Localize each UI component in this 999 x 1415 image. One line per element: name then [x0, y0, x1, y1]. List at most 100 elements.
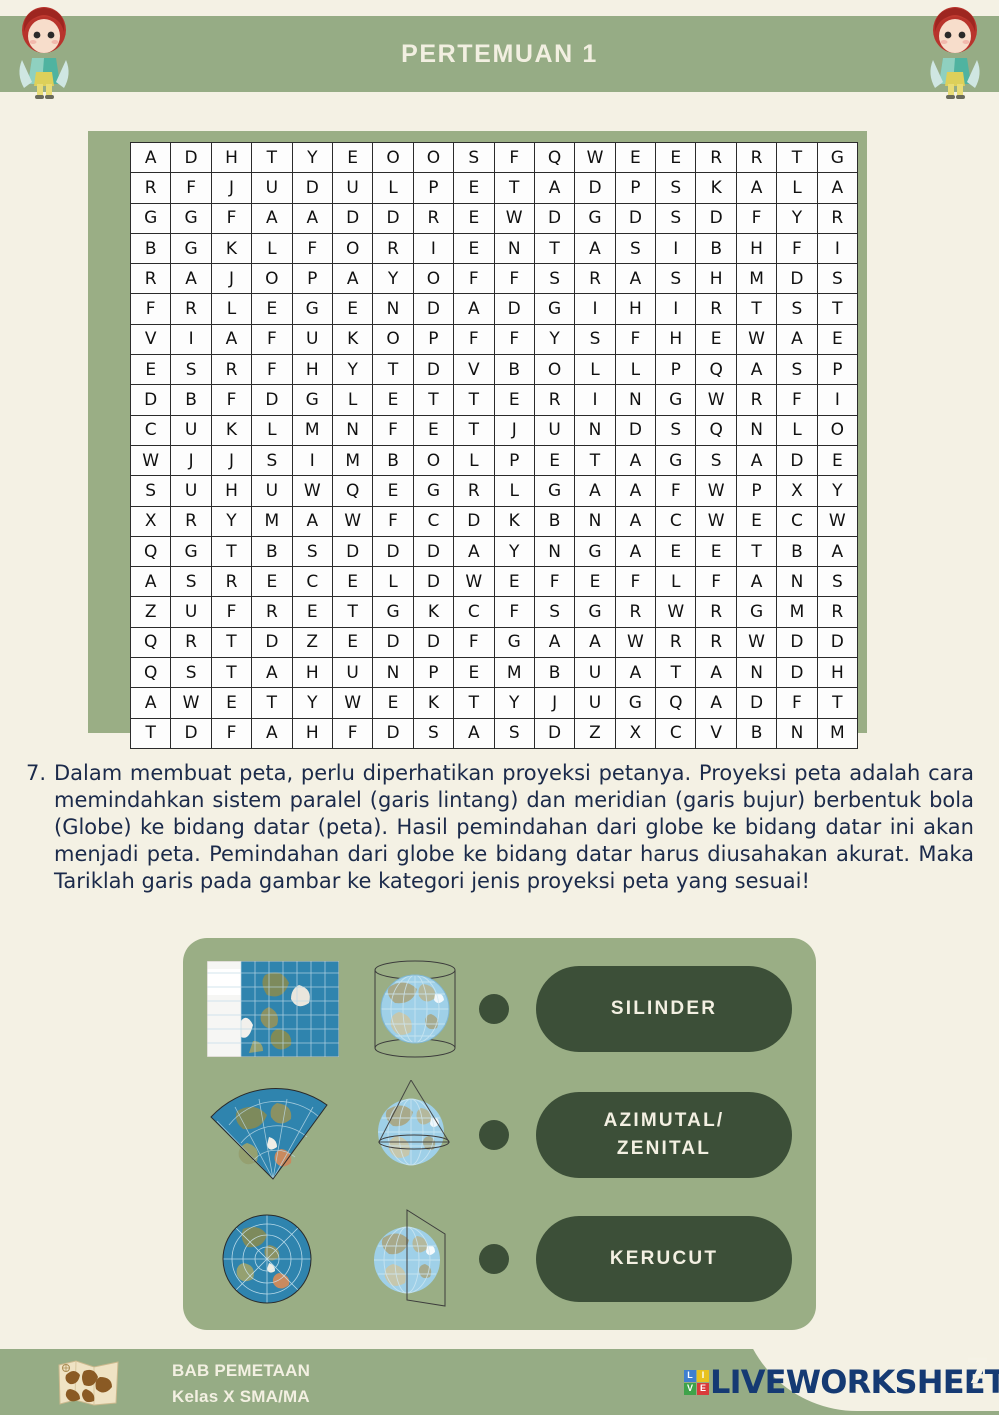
wordsearch-cell[interactable]: E [210, 687, 253, 719]
wordsearch-cell[interactable]: R [412, 202, 455, 234]
wordsearch-cell[interactable]: A [614, 505, 657, 537]
wordsearch-cell[interactable]: R [170, 626, 212, 659]
wordsearch-cell[interactable]: P [493, 444, 535, 477]
wordsearch-cell[interactable]: D [372, 535, 414, 568]
wordsearch-cell[interactable]: D [129, 384, 172, 416]
wordsearch-cell[interactable]: O [331, 232, 374, 265]
wordsearch-cell[interactable]: T [816, 293, 859, 325]
connector-dot-azimutal[interactable] [479, 1120, 509, 1150]
wordsearch-cell[interactable]: D [372, 202, 414, 234]
wordsearch-cell[interactable]: E [655, 535, 697, 568]
wordsearch-cell[interactable]: B [129, 232, 172, 265]
wordsearch-cell[interactable]: D [735, 687, 778, 719]
wordsearch-cell[interactable]: I [655, 232, 697, 265]
wordsearch-cell[interactable]: J [533, 687, 576, 719]
wordsearch-cell[interactable]: D [614, 414, 657, 446]
wordsearch-cell[interactable]: W [453, 566, 495, 598]
wordsearch-cell[interactable]: B [735, 717, 778, 749]
wordsearch-cell[interactable]: A [251, 717, 293, 749]
connector-dot-kerucut[interactable] [479, 1244, 509, 1274]
wordsearch-cell[interactable]: U [170, 414, 212, 446]
wordsearch-cell[interactable]: N [574, 414, 616, 446]
wordsearch-cell[interactable]: C [776, 505, 818, 537]
wordsearch-cell[interactable]: F [655, 475, 697, 507]
wordsearch-cell[interactable]: F [493, 323, 535, 356]
wordsearch-cell[interactable]: A [251, 657, 293, 689]
wordsearch-cell[interactable]: F [129, 293, 172, 325]
wordsearch-cell[interactable]: H [291, 657, 333, 689]
wordsearch-cell[interactable]: D [453, 505, 495, 537]
wordsearch-cell[interactable]: G [574, 535, 616, 568]
wordsearch-cell[interactable]: A [291, 505, 333, 537]
wordsearch-cell[interactable]: Y [533, 323, 576, 356]
wordsearch-cell[interactable]: W [129, 444, 172, 477]
wordsearch-cell[interactable]: F [453, 323, 495, 356]
wordsearch-cell[interactable]: Z [129, 596, 172, 628]
wordsearch-cell[interactable]: A [735, 444, 778, 477]
wordsearch-cell[interactable]: L [614, 354, 657, 386]
wordsearch-cell[interactable]: X [776, 475, 818, 507]
wordsearch-cell[interactable]: Y [210, 505, 253, 537]
wordsearch-cell[interactable]: N [372, 657, 414, 689]
wordsearch-cell[interactable]: H [291, 354, 333, 386]
wordsearch-cell[interactable]: L [251, 414, 293, 446]
wordsearch-cell[interactable]: B [493, 354, 535, 386]
wordsearch-cell[interactable]: B [372, 444, 414, 477]
wordsearch-cell[interactable]: D [170, 141, 212, 174]
wordsearch-cell[interactable]: G [372, 596, 414, 628]
wordsearch-cell[interactable]: E [816, 323, 859, 356]
wordsearch-cell[interactable]: E [614, 141, 657, 174]
wordsearch-cell[interactable]: F [614, 323, 657, 356]
wordsearch-cell[interactable]: A [735, 354, 778, 386]
wordsearch-cell[interactable]: W [170, 687, 212, 719]
wordsearch-cell[interactable]: I [574, 384, 616, 416]
wordsearch-cell[interactable]: S [655, 263, 697, 295]
wordsearch-cell[interactable]: M [251, 505, 293, 537]
wordsearch-cell[interactable]: R [453, 475, 495, 507]
wordsearch-cell[interactable]: R [210, 354, 253, 386]
wordsearch-cell[interactable]: Y [331, 354, 374, 386]
wordsearch-cell[interactable]: K [210, 414, 253, 446]
wordsearch-cell[interactable]: A [210, 323, 253, 356]
wordsearch-cell[interactable]: V [453, 354, 495, 386]
wordsearch-cell[interactable]: I [291, 444, 333, 477]
wordsearch-cell[interactable]: B [533, 657, 576, 689]
wordsearch-cell[interactable]: I [816, 384, 859, 416]
wordsearch-cell[interactable]: S [655, 202, 697, 234]
wordsearch-cell[interactable]: M [816, 717, 859, 749]
wordsearch-cell[interactable]: O [412, 444, 455, 477]
wordsearch-cell[interactable]: R [210, 566, 253, 598]
wordsearch-cell[interactable]: E [331, 141, 374, 174]
wordsearch-cell[interactable]: S [453, 141, 495, 174]
wordsearch-cell[interactable]: A [533, 626, 576, 659]
wordsearch-cell[interactable]: T [533, 232, 576, 265]
wordsearch-cell[interactable]: E [291, 596, 333, 628]
wordsearch-cell[interactable]: D [170, 717, 212, 749]
wordsearch-cell[interactable]: L [251, 232, 293, 265]
wordsearch-cell[interactable]: D [412, 566, 455, 598]
wordsearch-cell[interactable]: A [614, 444, 657, 477]
wordsearch-cell[interactable]: S [170, 354, 212, 386]
wordsearch-cell[interactable]: G [129, 202, 172, 234]
wordsearch-cell[interactable]: A [574, 626, 616, 659]
wordsearch-cell[interactable]: R [655, 626, 697, 659]
wordsearch-cell[interactable]: W [695, 505, 737, 537]
wordsearch-cell[interactable]: D [695, 202, 737, 234]
wordsearch-cell[interactable]: R [816, 596, 859, 628]
answer-pill-silinder[interactable]: SILINDER [536, 966, 792, 1052]
wordsearch-cell[interactable]: E [331, 293, 374, 325]
wordsearch-cell[interactable]: R [251, 596, 293, 628]
wordsearch-cell[interactable]: T [776, 141, 818, 174]
wordsearch-cell[interactable]: A [776, 323, 818, 356]
wordsearch-cell[interactable]: C [412, 505, 455, 537]
wordsearch-cell[interactable]: W [331, 505, 374, 537]
wordsearch-cell[interactable]: A [614, 263, 657, 295]
wordsearch-cell[interactable]: U [170, 596, 212, 628]
wordsearch-cell[interactable]: R [816, 202, 859, 234]
wordsearch-cell[interactable]: W [493, 202, 535, 234]
wordsearch-cell[interactable]: S [816, 566, 859, 598]
wordsearch-cell[interactable]: J [493, 414, 535, 446]
wordsearch-cell[interactable]: M [291, 414, 333, 446]
wordsearch-cell[interactable]: D [412, 354, 455, 386]
wordsearch-cell[interactable]: D [614, 202, 657, 234]
